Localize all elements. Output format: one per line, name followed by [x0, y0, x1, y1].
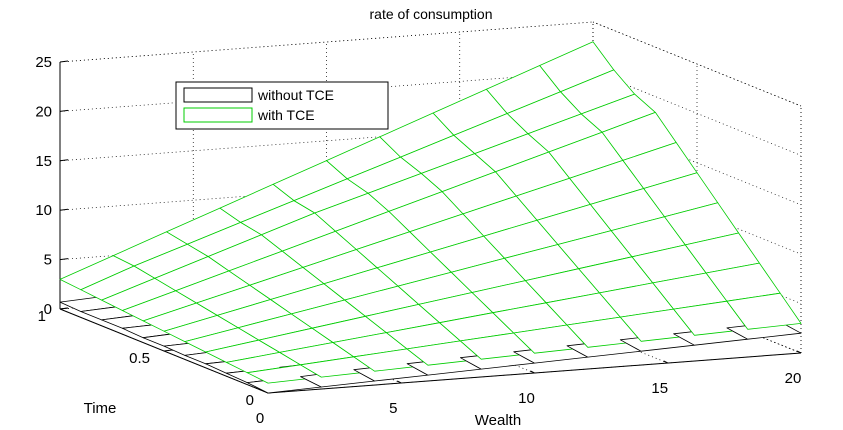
legend-label-with-tce: with TCE [257, 107, 315, 123]
x-tick-mark [663, 360, 668, 364]
y-axis-label: Time [84, 400, 117, 417]
z-tick-mark [59, 159, 69, 162]
y-tick-label: 0 [246, 392, 254, 409]
y-tick-mark [163, 349, 173, 352]
z-tick-label: 0 [44, 301, 52, 318]
x-tick-mark [530, 370, 535, 374]
x-tick-label: 0 [256, 410, 264, 427]
z-tick-mark [59, 208, 69, 211]
z-tick-mark [59, 307, 69, 310]
chart-title: rate of consumption [370, 6, 493, 22]
z-tick-label: 10 [35, 202, 52, 219]
mesh-cell-series-1 [726, 292, 802, 330]
x-tick-mark [397, 380, 402, 384]
y-tick-label: 0.5 [129, 350, 150, 367]
x-axis-label: Wealth [475, 412, 521, 429]
z-tick-label: 20 [35, 103, 52, 120]
z-tick-label: 25 [35, 54, 52, 71]
z-tick-mark [59, 109, 69, 112]
z-tick-mark [59, 60, 69, 63]
grid-line-z [592, 21, 802, 107]
z-tick-label: 15 [35, 153, 52, 170]
x-tick-label: 15 [651, 380, 668, 397]
x-tick-mark [796, 350, 802, 354]
legend-label-without-tce: without TCE [257, 87, 334, 103]
y-tick-label: 1 [38, 308, 46, 325]
x-tick-label: 10 [518, 390, 535, 407]
grid-line-z [592, 71, 802, 156]
legend-swatch-without-tce [183, 87, 253, 103]
legend: without TCE with TCE [175, 81, 389, 130]
z-tick-mark [59, 258, 69, 261]
x-tick-label: 5 [389, 400, 397, 417]
surfaces [59, 41, 802, 394]
z-tick-label: 5 [44, 252, 52, 269]
x-tick-label: 20 [785, 370, 802, 387]
legend-swatch-with-tce [183, 107, 253, 123]
